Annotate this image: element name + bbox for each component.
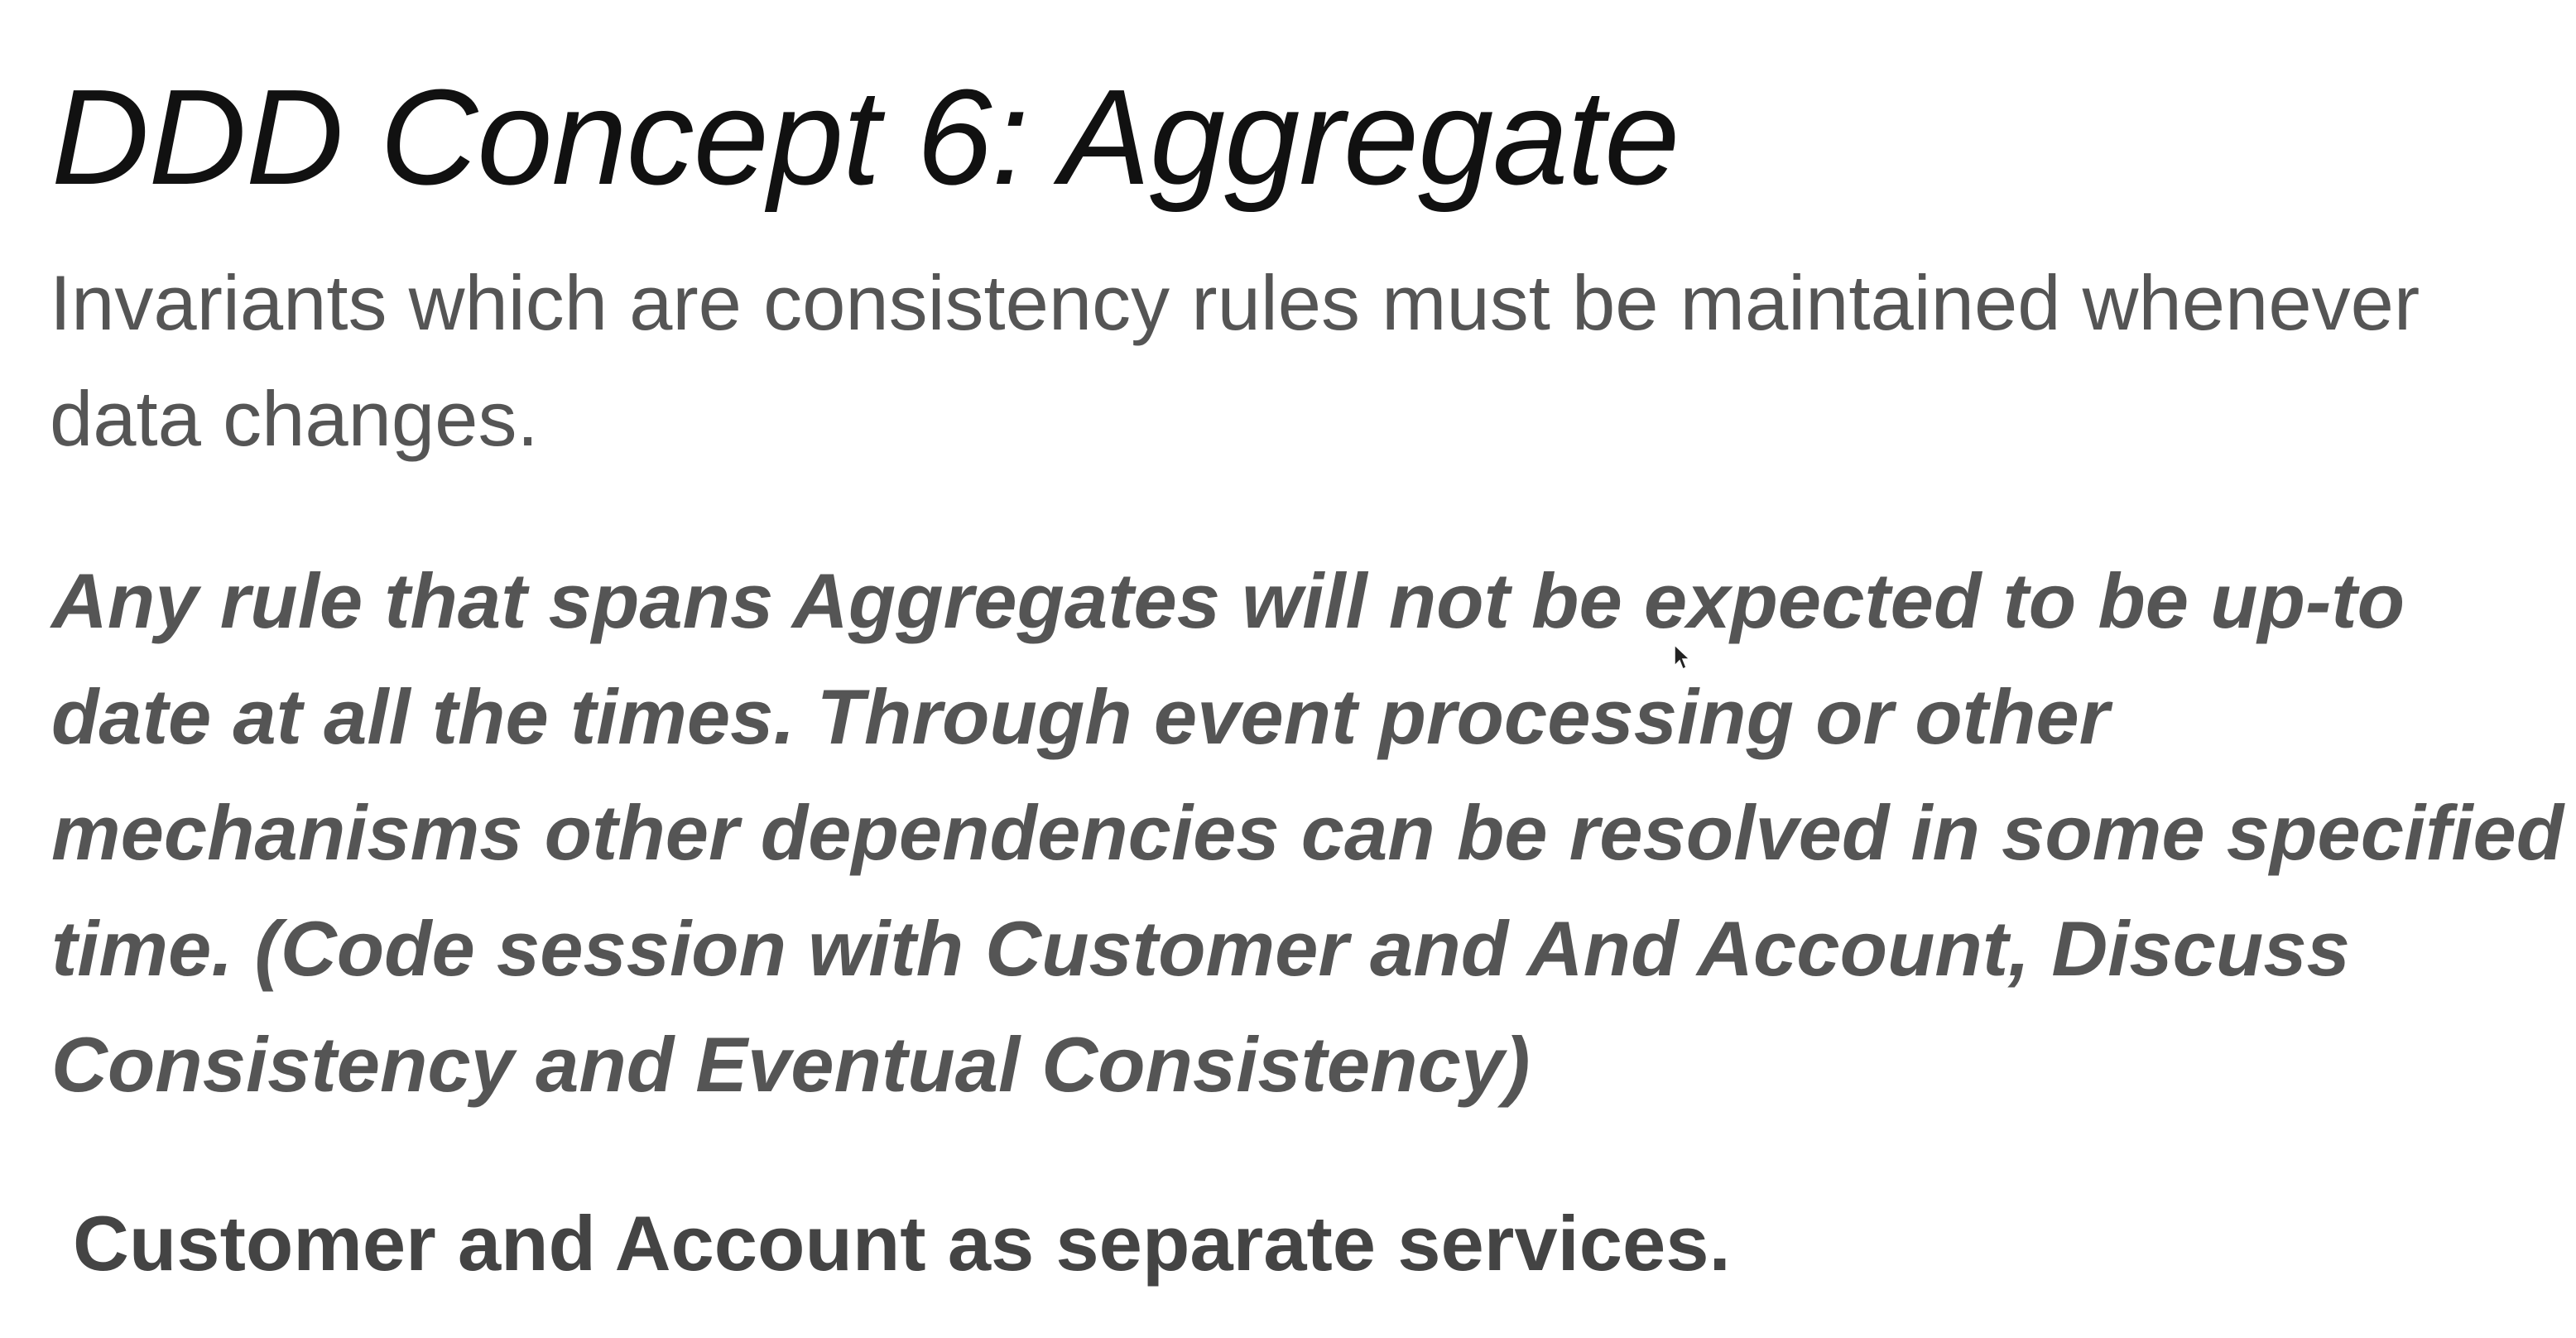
mouse-pointer-icon <box>1674 644 1691 671</box>
conclusion-statement: Customer and Account as separate service… <box>73 1200 1731 1287</box>
aggregate-rule-paragraph: Any rule that spans Aggregates will not … <box>51 557 2564 1108</box>
slide-title: DDD Concept 6: Aggregate <box>51 61 1680 213</box>
intro-paragraph: Invariants which are consistency rules m… <box>50 259 2420 462</box>
